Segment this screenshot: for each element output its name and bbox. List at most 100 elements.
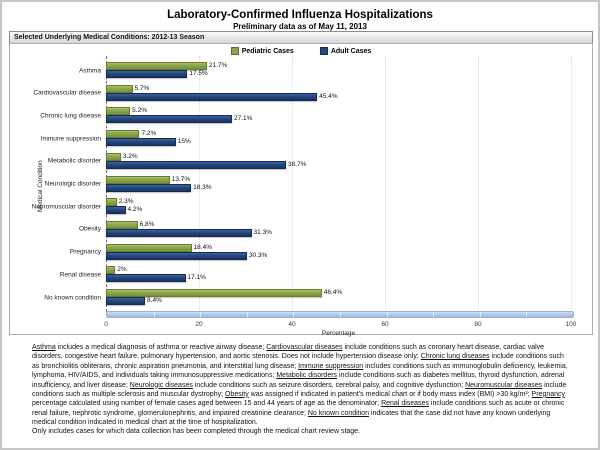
- legend-label: Pediatric Cases: [241, 47, 294, 55]
- adult-bar[interactable]: [106, 206, 126, 215]
- pediatric-bar[interactable]: [106, 175, 170, 184]
- chart-box: Pediatric Cases Adult Cases Medical Condi…: [9, 43, 593, 337]
- category-label: Cardiovascular disease: [33, 89, 101, 97]
- adult-bar[interactable]: [106, 274, 186, 283]
- value-label: 46.4%: [323, 289, 343, 296]
- bar-row: Obesity 6.8% 31.3%: [79, 218, 571, 241]
- pediatric-bar[interactable]: [106, 130, 140, 139]
- value-label: 3.2%: [122, 152, 138, 160]
- bar-row: Neurologic disorder 13.7% 18.3%: [45, 173, 571, 196]
- x-tick-label: 60: [381, 321, 389, 328]
- footnote-text: was assigned if indicated in patient's m…: [248, 390, 532, 398]
- footnote-term: No known condition: [307, 409, 369, 417]
- footnote: Asthma includes a medical diagnosis of a…: [32, 343, 573, 437]
- value-label: 2%: [117, 266, 127, 274]
- adult-bar[interactable]: [106, 228, 252, 237]
- pediatric-bar[interactable]: [106, 152, 121, 161]
- footnote-text: percentage calculated using number of fe…: [32, 400, 382, 408]
- category-label: Neuromuscular disorder: [31, 203, 101, 211]
- page-title: Laboratory-Confirmed Influenza Hospitali…: [167, 9, 433, 21]
- gridline: [478, 56, 479, 312]
- footnote-text: indicates that the case did not have any…: [32, 409, 551, 426]
- scrollbar-segment-mark: [200, 312, 202, 317]
- pediatric-bar[interactable]: [106, 243, 192, 252]
- pediatric-bar[interactable]: [106, 289, 322, 297]
- footnote-text: include conditions such as acute or chro…: [32, 400, 565, 417]
- adult-bar[interactable]: [106, 251, 247, 260]
- footnote-term: Neuromuscular diseases: [465, 381, 543, 389]
- value-label: 2.3%: [118, 198, 134, 206]
- gridline: [199, 56, 200, 312]
- legend-item-adult: Adult Cases: [319, 47, 372, 55]
- value-label: 17.5%: [189, 70, 208, 77]
- category-label: Renal disease: [59, 271, 101, 279]
- x-tick-label: 100: [565, 321, 577, 328]
- scrollbar-segment-mark: [479, 312, 481, 317]
- pediatric-bar[interactable]: [106, 266, 116, 275]
- category-label: Obesity: [78, 225, 101, 233]
- adult-bar[interactable]: [106, 92, 318, 101]
- pediatric-bar[interactable]: [106, 107, 131, 116]
- chart-legend: Pediatric Cases Adult Cases: [10, 47, 592, 55]
- gridline: [292, 56, 293, 312]
- scrollbar-segment-mark: [340, 312, 341, 317]
- legend-label: Adult Cases: [330, 47, 372, 55]
- chart-scrollbar[interactable]: [106, 311, 574, 318]
- value-label: 8.4%: [147, 297, 162, 304]
- pediatric-bar[interactable]: [106, 62, 207, 70]
- category-label: Chronic lung disease: [40, 112, 101, 120]
- footnote-definitions: Asthma includes a medical diagnosis of a…: [32, 343, 573, 427]
- value-label: 31.3%: [253, 228, 272, 236]
- footnote-term: Obesity: [224, 390, 249, 398]
- legend-item-pediatric: Pediatric Cases: [230, 47, 294, 55]
- x-tick-label: 40: [288, 321, 296, 328]
- adult-bar[interactable]: [106, 70, 188, 78]
- pediatric-bar[interactable]: [106, 198, 117, 207]
- gridline: [385, 56, 386, 312]
- bar-row: Neuromuscular disorder 2.3% 4.2%: [32, 195, 571, 218]
- x-tick-label: 80: [474, 321, 482, 328]
- footnote-term: Immune suppression: [298, 362, 364, 370]
- footnote-text: includes a medical diagnosis of asthma o…: [55, 344, 267, 351]
- value-label: 5.7%: [134, 84, 150, 92]
- footnote-text: include conditions such as seizure disor…: [192, 381, 466, 389]
- value-label: 5.2%: [132, 107, 147, 115]
- footnote-term: Renal diseases: [381, 400, 429, 408]
- value-label: 18.4%: [193, 243, 212, 251]
- adult-bar[interactable]: [106, 115, 232, 124]
- bar-row: No known condition 46.4% 8.4%: [44, 286, 571, 309]
- adult-bar[interactable]: [106, 183, 192, 192]
- bar-row: Metabolic disorder 3.2% 38.7%: [48, 150, 571, 173]
- footnote-term: Neurologic diseases: [129, 381, 193, 389]
- x-tick-label: 0: [104, 321, 108, 328]
- footnote-term: Pregnancy: [531, 390, 566, 398]
- adult-bar[interactable]: [106, 297, 146, 305]
- footnote-text: include conditions such as coronary hear…: [32, 344, 545, 361]
- category-label: Asthma: [78, 67, 101, 74]
- value-label: 13.7%: [171, 175, 191, 183]
- x-axis-title: Percentage: [321, 330, 356, 337]
- value-label: 45.4%: [319, 92, 338, 100]
- value-label: 17.1%: [187, 274, 206, 282]
- page-subtitle: Preliminary data as of May 11, 2013: [233, 22, 367, 31]
- legend-swatch-icon: [230, 47, 239, 55]
- value-label: 38.7%: [287, 160, 307, 168]
- footnote-text: include conditions such as multiple scle…: [32, 381, 567, 398]
- value-label: 7.2%: [141, 130, 157, 138]
- adult-bar[interactable]: [106, 160, 286, 169]
- footnote-text: include conditions such as bronchiolitis…: [32, 353, 564, 370]
- scrollbar-segment-mark: [386, 312, 388, 317]
- value-label: 30.3%: [248, 251, 268, 259]
- scrollbar-segment-mark: [153, 312, 155, 317]
- x-tick-label: 20: [195, 321, 203, 328]
- legend-swatch-icon: [319, 47, 328, 55]
- plot-area: Asthma 21.7% 17.5% Cardiovascular disease 5.…: [32, 56, 572, 312]
- scrollbar-segment-mark: [526, 312, 528, 317]
- pediatric-bar[interactable]: [106, 220, 138, 229]
- bar-row: Pregnancy 18.4% 30.3%: [70, 241, 571, 264]
- adult-bar[interactable]: [106, 138, 176, 147]
- footnote-text: includes conditions such as immunoglobul…: [32, 362, 568, 380]
- pediatric-bar[interactable]: [106, 84, 133, 93]
- footnote-text: include conditions such as diabetes mell…: [32, 372, 565, 389]
